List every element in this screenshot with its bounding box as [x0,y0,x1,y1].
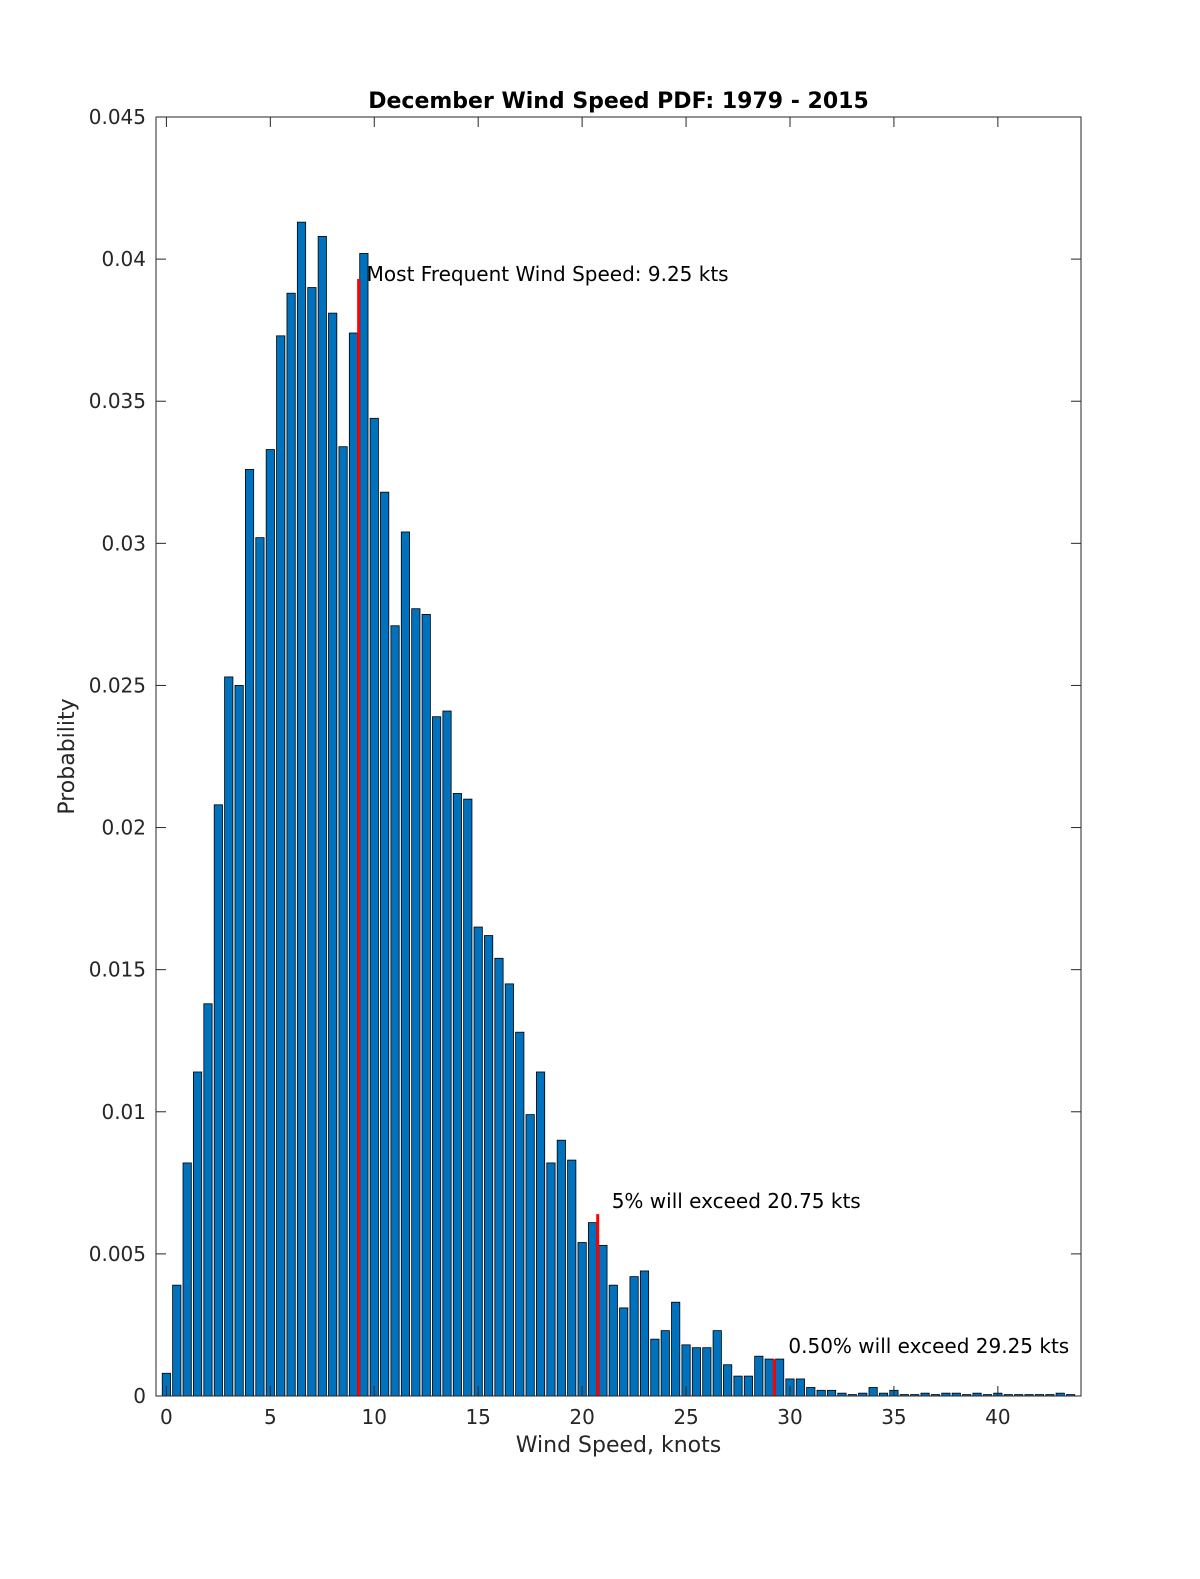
bar [546,1162,556,1397]
bar [691,1347,702,1397]
bar [452,793,462,1397]
markers-layer [357,279,776,1396]
bar [203,1003,213,1397]
bar [816,1389,826,1397]
bar [265,449,275,1397]
bar [660,1330,670,1397]
bar [484,935,494,1397]
x-tick-label: 10 [362,1405,387,1429]
bar [224,676,234,1397]
marker-annotation: 5% will exceed 20.75 kts [612,1189,861,1213]
bar [754,1355,764,1397]
marker-annotation: Most Frequent Wind Speed: 9.25 kts [367,262,729,286]
y-tick-label: 0.025 [89,673,146,697]
bar [369,417,379,1397]
x-tick-label: 5 [264,1405,277,1429]
bar [307,287,317,1397]
bar [244,469,255,1397]
ticks-layer: 0 5 10 15 20 25 30 35 40 0 0.005 0.01 0.015 0.02 0.025… [89,105,1081,1429]
bar [515,1031,525,1397]
bar [764,1358,774,1397]
x-tick-label: 15 [465,1405,490,1429]
bar [723,1364,733,1397]
bar [463,798,473,1397]
bar [743,1375,753,1397]
x-tick-label: 40 [985,1405,1010,1429]
bar [421,613,431,1397]
bar [432,716,442,1397]
bar [348,332,359,1397]
bar [650,1338,660,1397]
bar [390,625,400,1397]
bar [598,1244,608,1397]
y-tick-label: 0.035 [89,389,146,413]
bar [608,1284,618,1397]
y-tick-label: 0.005 [89,1242,146,1266]
chart-title: December Wind Speed PDF: 1979 - 2015 [368,89,869,114]
x-tick-label: 30 [777,1405,802,1429]
y-tick-label: 0.015 [89,958,146,982]
annotations-layer: Most Frequent Wind Speed: 9.25 kts 5% wil… [367,262,1070,1358]
bar [639,1270,650,1397]
bar [359,253,369,1397]
bar [577,1242,587,1397]
bar [629,1276,639,1397]
bar [504,983,514,1397]
y-tick-label: 0.04 [101,247,146,271]
y-tick-label: 0.045 [89,105,146,129]
x-tick-label: 25 [673,1405,698,1429]
y-tick-label: 0.03 [101,531,146,555]
y-axis-label: Probability [55,698,80,814]
bar [868,1387,878,1397]
bar [702,1347,712,1397]
bar [473,926,483,1397]
bar [525,1114,535,1397]
bar [806,1387,816,1397]
bar [795,1378,805,1397]
bar [775,1358,785,1397]
bar [328,312,338,1397]
bar [172,1284,182,1397]
bar [400,531,410,1397]
bar [182,1162,192,1397]
y-tick-label: 0 [133,1384,146,1408]
bar [556,1139,566,1397]
plot-frame [155,116,1082,1397]
bar [296,221,307,1397]
bar [338,446,348,1397]
x-tick-label: 35 [881,1405,906,1429]
marker-annotation: 0.50% will exceed 29.25 kts [788,1334,1069,1358]
bar [827,1389,837,1397]
y-tick-label: 0.02 [101,816,146,840]
bar [733,1375,743,1397]
bar [535,1071,546,1397]
bar [442,710,452,1397]
bar [619,1307,629,1397]
x-axis-label: Wind Speed, knots [516,1433,721,1458]
bar [567,1159,577,1397]
bar [671,1301,681,1397]
bar [587,1222,598,1397]
bar [380,491,390,1397]
x-tick-label: 0 [160,1405,173,1429]
bar [276,335,286,1397]
bars-layer [161,221,1076,1397]
bar [411,608,421,1397]
bar [193,1071,203,1397]
bar [255,537,265,1397]
bar [234,685,244,1397]
bar [317,235,327,1397]
bar [286,292,296,1397]
bar [712,1330,722,1397]
y-tick-label: 0.01 [101,1100,146,1124]
bar [213,804,223,1397]
x-tick-label: 20 [569,1405,594,1429]
bar [494,957,504,1397]
